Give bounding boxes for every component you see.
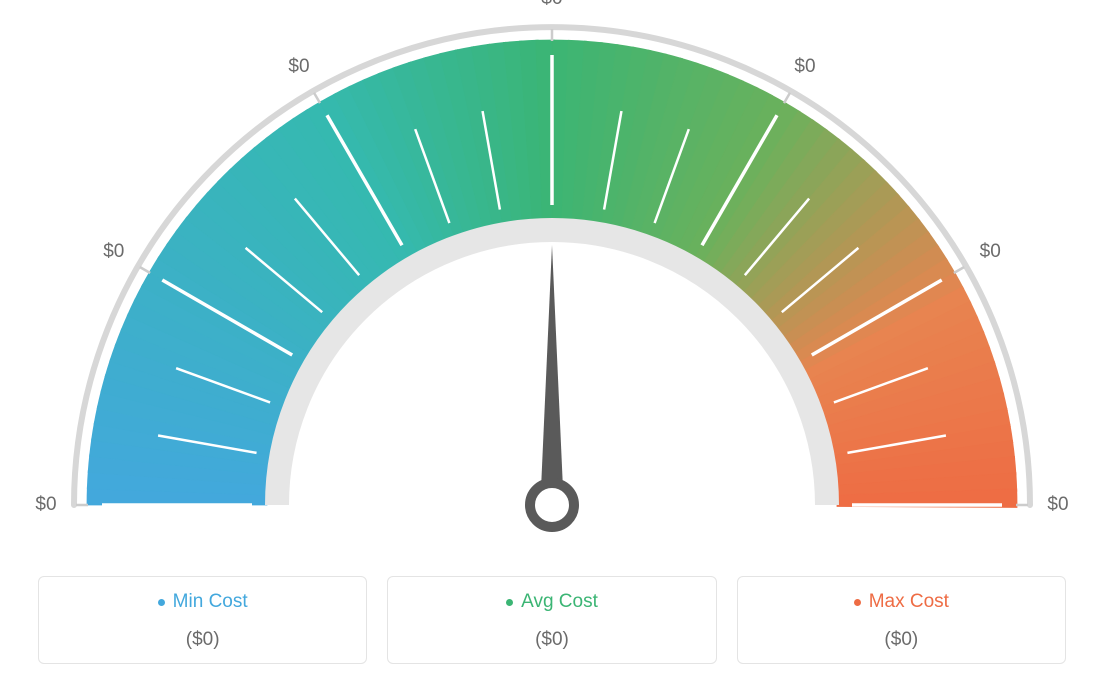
legend-label-min: Min Cost	[49, 591, 356, 613]
legend-text-avg: Avg Cost	[521, 591, 598, 613]
tick-label: $0	[103, 241, 124, 263]
tick-label: $0	[35, 494, 56, 516]
tick-label: $0	[541, 0, 562, 10]
gauge-svg	[0, 0, 1104, 560]
legend-dot-avg	[506, 599, 513, 606]
legend-dot-min	[158, 599, 165, 606]
tick-label: $0	[1047, 494, 1068, 516]
legend-card-avg: Avg Cost ($0)	[387, 576, 716, 664]
legend-card-min: Min Cost ($0)	[38, 576, 367, 664]
legend-card-max: Max Cost ($0)	[737, 576, 1066, 664]
tick-label: $0	[794, 56, 815, 78]
legend-text-max: Max Cost	[869, 591, 949, 613]
legend-text-min: Min Cost	[173, 591, 248, 613]
tick-label: $0	[980, 241, 1001, 263]
legend-row: Min Cost ($0) Avg Cost ($0) Max Cost ($0…	[38, 576, 1066, 664]
legend-value-avg: ($0)	[398, 629, 705, 651]
legend-value-max: ($0)	[748, 629, 1055, 651]
tick-label: $0	[288, 56, 309, 78]
legend-value-min: ($0)	[49, 629, 356, 651]
legend-label-avg: Avg Cost	[398, 591, 705, 613]
gauge-area: $0 $0 $0 $0 $0 $0 $0	[0, 0, 1104, 560]
legend-label-max: Max Cost	[748, 591, 1055, 613]
legend-dot-max	[854, 599, 861, 606]
gauge-chart-container: $0 $0 $0 $0 $0 $0 $0 Min Cost ($0) Avg Cost ($…	[0, 0, 1104, 690]
